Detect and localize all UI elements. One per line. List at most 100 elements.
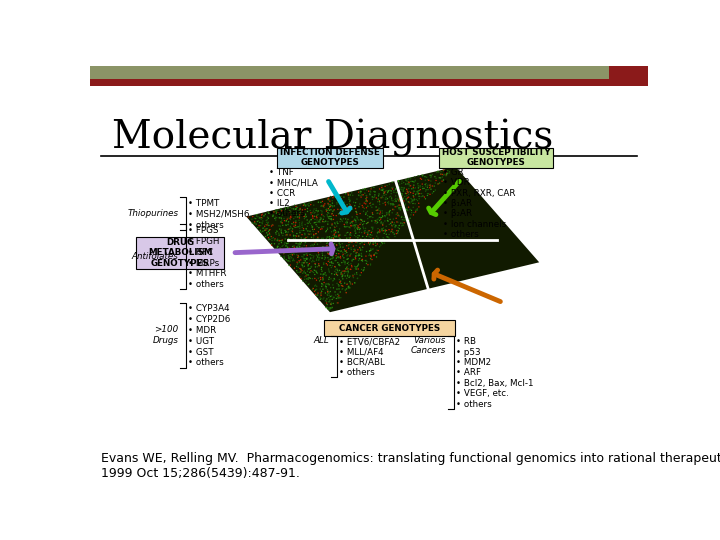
Text: • CCR: • CCR	[269, 188, 294, 198]
Point	[377, 185, 389, 193]
Point	[373, 204, 384, 213]
Point	[346, 244, 357, 252]
Point	[388, 200, 400, 209]
Point	[342, 272, 354, 280]
Point	[308, 205, 320, 213]
Point	[333, 244, 345, 252]
Point	[358, 219, 369, 228]
Point	[271, 213, 282, 222]
Point	[317, 273, 328, 282]
Point	[393, 197, 405, 205]
Point	[386, 221, 397, 230]
Point	[332, 246, 343, 255]
Point	[364, 239, 375, 248]
Point	[288, 222, 300, 231]
Point	[332, 233, 343, 241]
Point	[253, 221, 265, 230]
Point	[330, 251, 342, 260]
Point	[316, 225, 328, 233]
Point	[374, 185, 385, 193]
Point	[325, 300, 336, 308]
Point	[299, 259, 310, 267]
Point	[340, 285, 351, 294]
Point	[328, 293, 340, 302]
Point	[354, 239, 366, 248]
Point	[256, 211, 267, 219]
Point	[264, 226, 275, 234]
Point	[359, 227, 370, 236]
Point	[345, 221, 356, 230]
Point	[284, 222, 296, 231]
Point	[346, 221, 357, 230]
Point	[341, 218, 353, 227]
Point	[324, 203, 336, 212]
Point	[323, 199, 334, 208]
Point	[375, 219, 387, 227]
Point	[310, 212, 322, 221]
Point	[373, 192, 384, 200]
Point	[305, 227, 316, 235]
Point	[296, 207, 307, 216]
Point	[347, 217, 359, 226]
Point	[344, 196, 356, 205]
Point	[276, 214, 287, 222]
Point	[361, 257, 373, 266]
Point	[309, 235, 320, 244]
Point	[324, 206, 336, 214]
Point	[393, 204, 405, 212]
Point	[391, 209, 402, 218]
Point	[308, 252, 320, 260]
Point	[350, 262, 361, 271]
Point	[379, 226, 391, 234]
Point	[375, 193, 387, 202]
Point	[264, 230, 276, 239]
Point	[374, 213, 385, 222]
Point	[327, 193, 338, 202]
Point	[349, 201, 361, 210]
Point	[318, 295, 329, 303]
Point	[301, 241, 312, 250]
Point	[264, 225, 276, 234]
Point	[366, 225, 378, 233]
Point	[392, 195, 403, 204]
Point	[312, 197, 324, 206]
Point	[318, 294, 330, 302]
Point	[271, 237, 283, 245]
Point	[289, 205, 301, 213]
Text: Antifolates: Antifolates	[132, 252, 178, 261]
Point	[395, 205, 406, 214]
Point	[319, 270, 330, 279]
Point	[390, 184, 402, 192]
Point	[379, 198, 391, 206]
Point	[310, 286, 321, 294]
Point	[356, 265, 367, 274]
Point	[331, 279, 343, 288]
Point	[397, 186, 409, 195]
Point	[316, 282, 328, 291]
Point	[413, 186, 425, 195]
Point	[258, 212, 270, 220]
Point	[312, 235, 323, 244]
Text: • BCR/ABL: • BCR/ABL	[339, 358, 384, 367]
Point	[362, 218, 374, 227]
Point	[371, 219, 382, 228]
Point	[256, 215, 267, 224]
Point	[353, 215, 364, 224]
Point	[292, 222, 303, 231]
Point	[332, 253, 343, 262]
Point	[320, 234, 332, 242]
Point	[280, 241, 292, 250]
Point	[364, 247, 375, 255]
Point	[298, 259, 310, 267]
Point	[372, 246, 383, 254]
Point	[419, 180, 431, 189]
Point	[408, 194, 420, 203]
Point	[417, 172, 428, 180]
Point	[338, 214, 349, 223]
Point	[353, 251, 364, 259]
Point	[403, 203, 415, 212]
Text: • others: • others	[269, 210, 305, 219]
Point	[290, 218, 302, 227]
Point	[390, 197, 402, 205]
Point	[361, 207, 373, 215]
